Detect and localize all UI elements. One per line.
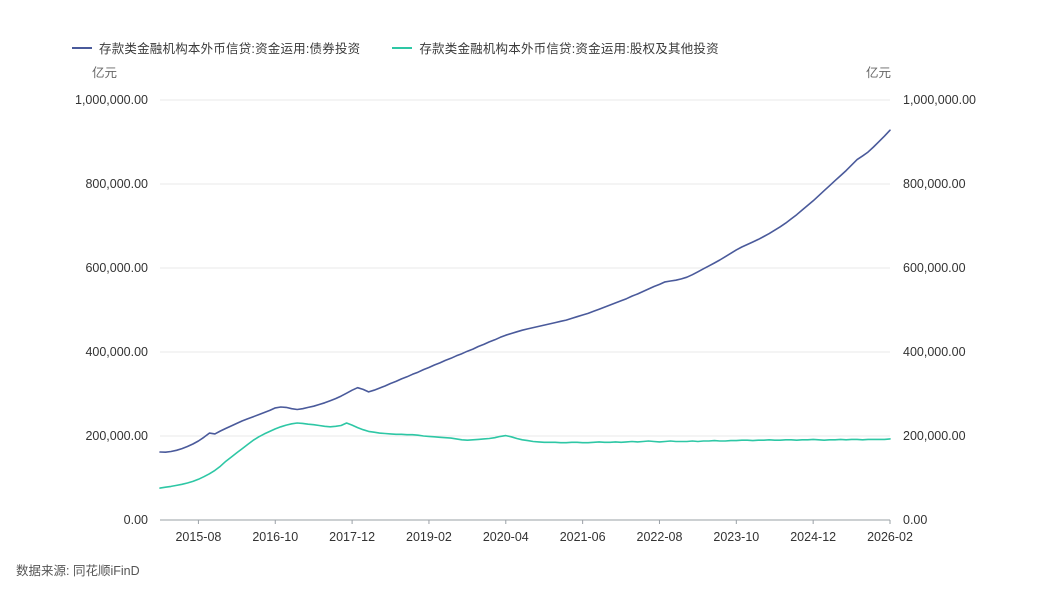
y-axis-label-right: 1,000,000.00 [903, 93, 976, 107]
y-axis-label-left: 400,000.00 [85, 345, 148, 359]
legend: 存款类金融机构本外币信贷:资金运用:债券投资 存款类金融机构本外币信贷:资金运用… [72, 38, 719, 57]
x-axis-label: 2024-12 [790, 530, 836, 544]
y-axis-label-left: 600,000.00 [85, 261, 148, 275]
x-axis-label: 2019-02 [406, 530, 452, 544]
x-axis-label: 2022-08 [637, 530, 683, 544]
y-axis-label-right: 800,000.00 [903, 177, 966, 191]
x-axis-label: 2016-10 [252, 530, 298, 544]
series-line-1 [159, 422, 891, 489]
y-axis-label-left: 1,000,000.00 [75, 93, 148, 107]
legend-label-bond: 存款类金融机构本外币信贷:资金运用:债券投资 [99, 42, 361, 56]
y-axis-label-left: 800,000.00 [85, 177, 148, 191]
y-axis-label-right: 400,000.00 [903, 345, 966, 359]
x-axis-label: 2026-02 [867, 530, 913, 544]
x-axis-label: 2020-04 [483, 530, 529, 544]
y-axis-label-right: 600,000.00 [903, 261, 966, 275]
y-axis-label-left: 200,000.00 [85, 429, 148, 443]
y-axis-unit-left: 亿元 [92, 66, 118, 80]
legend-line-swatch-equity [392, 46, 413, 49]
data-source: 数据来源: 同花顺iFinD [16, 564, 140, 578]
legend-line-swatch-bond [72, 46, 92, 49]
y-axis-label-right: 200,000.00 [903, 429, 966, 443]
series-line-0 [159, 129, 891, 454]
x-axis-label: 2023-10 [713, 530, 759, 544]
legend-item-bond-investment[interactable]: 存款类金融机构本外币信贷:资金运用:债券投资 [72, 38, 360, 57]
x-axis-label: 2021-06 [560, 530, 606, 544]
x-axis-label: 2015-08 [175, 530, 221, 544]
x-axis-label: 2017-12 [329, 530, 375, 544]
legend-label-equity: 存款类金融机构本外币信贷:资金运用:股权及其他投资 [419, 42, 719, 56]
legend-item-equity-investment[interactable]: 存款类金融机构本外币信贷:资金运用:股权及其他投资 [392, 38, 719, 57]
y-axis-label-right: 0.00 [903, 513, 927, 527]
y-axis-unit-right: 亿元 [866, 66, 892, 80]
y-axis-label-left: 0.00 [124, 513, 148, 527]
